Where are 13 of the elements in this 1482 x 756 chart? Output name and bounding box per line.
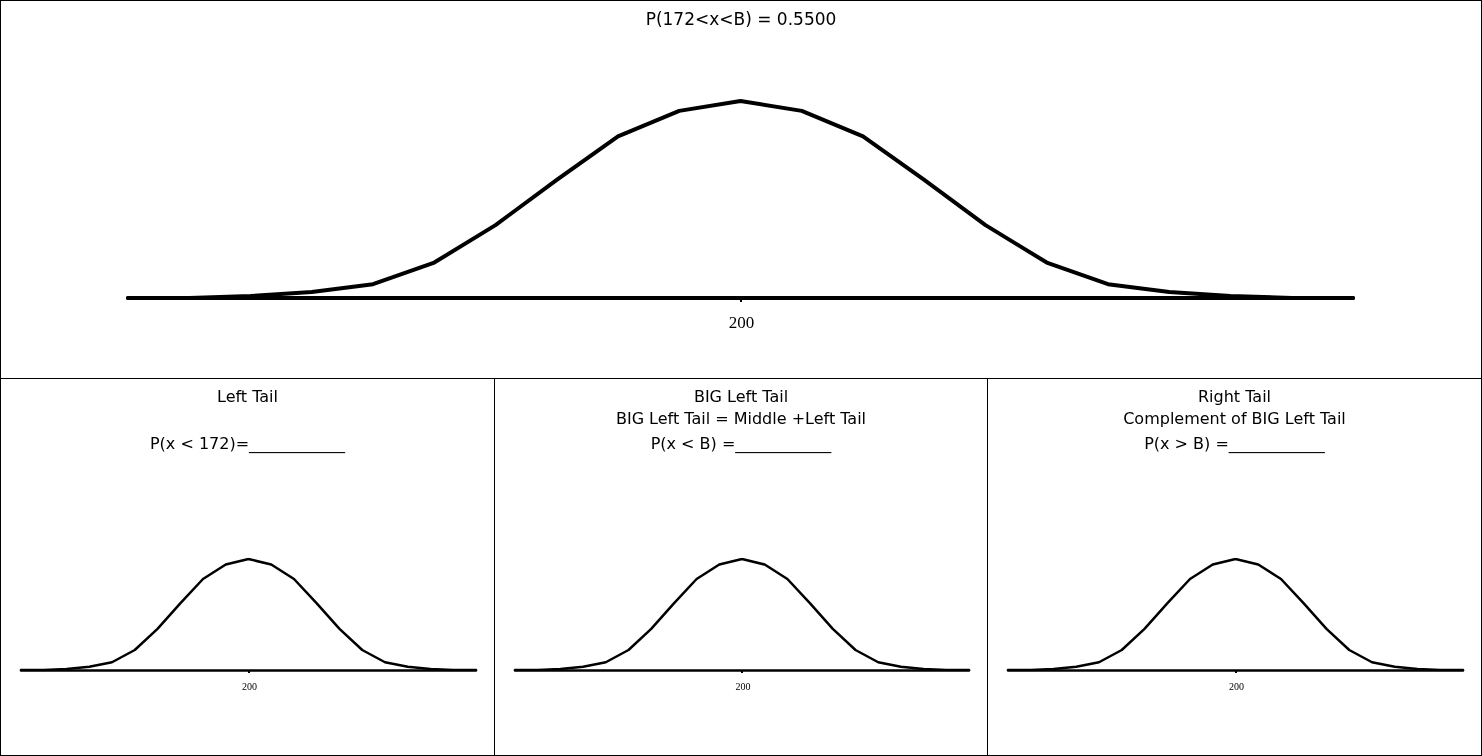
chart-title: P(172<x<B) = 0.5500: [645, 8, 837, 29]
text: 200: [735, 680, 751, 692]
chart-title: BIG Left Tail: [693, 386, 789, 406]
text: 200: [728, 313, 755, 332]
text: 200: [1229, 680, 1244, 692]
text: P(x < B) =____________: [650, 433, 833, 454]
text: P(x > B) =____________: [1144, 433, 1326, 454]
chart-title: Right Tail: [1197, 386, 1272, 406]
chart-subtitle: Complement of BIG Left Tail: [1123, 408, 1346, 428]
text: 200: [242, 680, 257, 692]
chart-subtitle: BIG Left Tail = Middle +Left Tail: [615, 408, 867, 428]
chart-title: Left Tail: [216, 386, 279, 406]
text: P(x < 172)=____________: [149, 433, 347, 454]
